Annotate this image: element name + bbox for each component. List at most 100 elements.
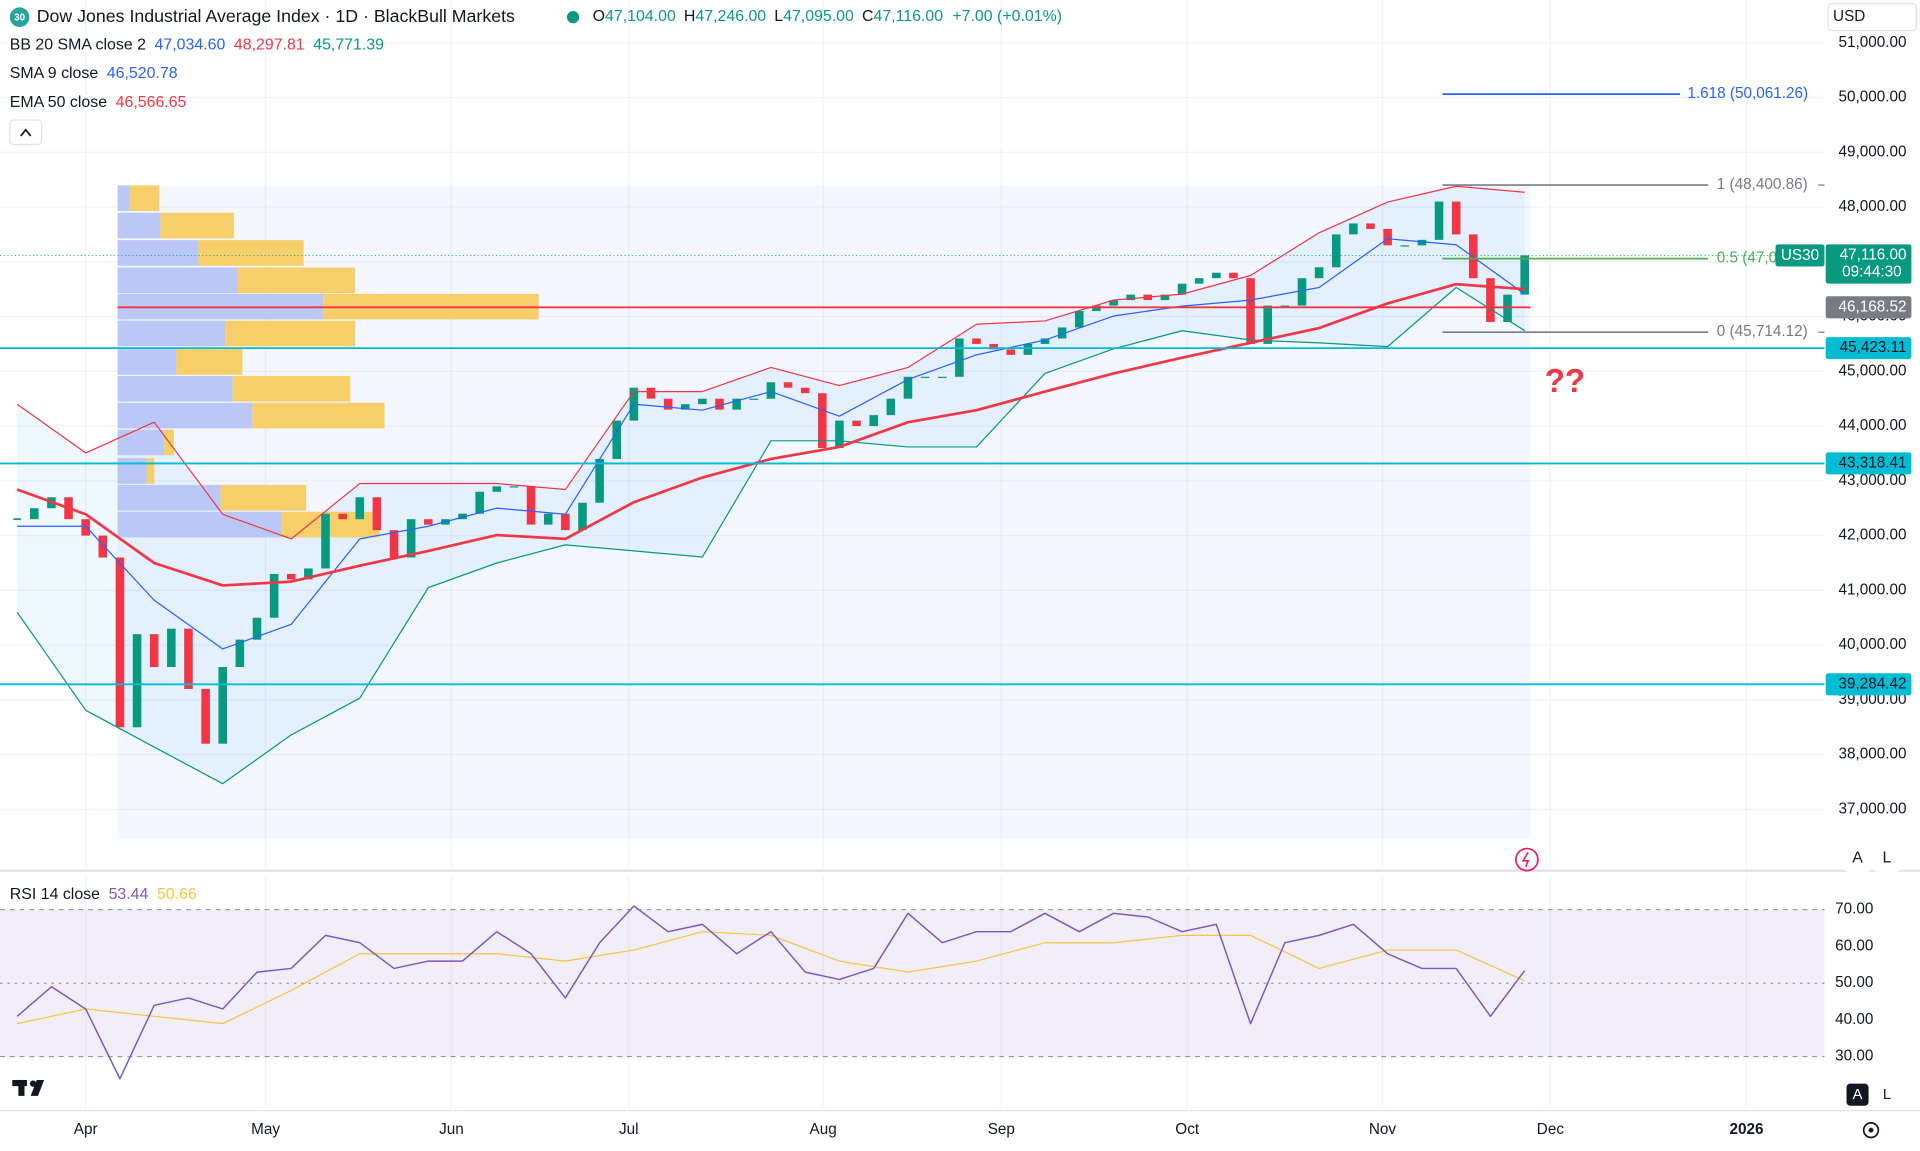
rsi-ma-value: 50.66 <box>157 886 197 903</box>
auto-scale-button[interactable] <box>1844 844 1872 872</box>
candle <box>1280 305 1290 307</box>
candle <box>1486 278 1495 323</box>
ohlc-value: 47,246.00 <box>695 8 766 25</box>
candle <box>1126 294 1135 301</box>
profile-down-bar <box>146 458 155 484</box>
level-price-box <box>1825 673 1912 696</box>
y-tick-label: 51,000.00 <box>1838 34 1906 51</box>
candle <box>646 387 656 399</box>
candle <box>1229 272 1238 279</box>
profile-up-bar <box>117 458 147 484</box>
profile-down-bar <box>176 349 243 375</box>
candle <box>458 513 467 520</box>
rsi-tick-label: 70.00 <box>1835 901 1873 918</box>
profile-up-bar <box>117 240 199 266</box>
alert-bolt <box>1521 851 1530 868</box>
profile-down-bar <box>252 402 385 429</box>
x-tick-label: Oct <box>1175 1121 1200 1138</box>
profile-down-bar <box>237 267 356 294</box>
candle <box>1194 278 1204 284</box>
y-tick-label: 44,000.00 <box>1838 417 1906 434</box>
rsi-tick-label: 30.00 <box>1835 1048 1873 1065</box>
candle <box>561 513 570 531</box>
annotation: ?? <box>1545 363 1585 400</box>
candle <box>852 420 861 427</box>
fib-label: 0.5 (47,05 <box>1717 250 1786 267</box>
candle <box>663 398 673 410</box>
x-tick-label: Dec <box>1537 1121 1565 1138</box>
rsi-value: 53.44 <box>109 886 149 903</box>
profile-down-bar <box>129 185 160 211</box>
log-scale-button[interactable] <box>1873 844 1901 872</box>
indicator-line <box>17 238 1526 650</box>
status-dot <box>566 11 580 24</box>
ohlc-value: 47,104.00 <box>605 8 676 25</box>
indicator-name: BB 20 SMA close 2 <box>10 37 146 54</box>
y-tick-label: 37,000.00 <box>1838 800 1906 817</box>
candle <box>1297 278 1307 306</box>
chart-title: Dow Jones Industrial Average Index · 1D … <box>37 6 515 26</box>
candle <box>1057 327 1067 339</box>
candle <box>132 634 142 728</box>
fib-label: 0 (45,714.12) <box>1717 323 1808 340</box>
candle <box>1109 300 1118 306</box>
indicator-line <box>16 185 1525 540</box>
rsi-auto-button[interactable] <box>1846 1083 1869 1106</box>
rsi-legend: RSI 14 close 53.44 50.66 <box>10 886 197 903</box>
y-tick-label: 49,000.00 <box>1838 143 1906 160</box>
currency-button[interactable] <box>1827 3 1917 32</box>
x-tick-label: Apr <box>74 1121 98 1138</box>
alert-icon[interactable] <box>1515 847 1539 872</box>
candle <box>218 667 228 744</box>
indicator-legend: BB 20 SMA close 2 47,034.60 48,297.81 45,77… <box>10 37 384 112</box>
candle <box>732 398 741 410</box>
collapse-icon <box>20 128 32 137</box>
candle <box>286 573 296 580</box>
candle <box>372 497 382 531</box>
plot-area: 1.618 (50,061.26) 1 (48,400.86) 0.5 (47,05… <box>0 85 1825 1080</box>
candle <box>595 458 604 503</box>
candle <box>1520 255 1529 295</box>
x-tick-label: Jul <box>619 1121 639 1138</box>
candle <box>1263 305 1273 344</box>
x-tick-label: May <box>251 1121 280 1138</box>
candle <box>98 535 108 558</box>
candle <box>1212 272 1221 279</box>
profile-up-bar <box>117 212 161 239</box>
candle <box>766 382 776 399</box>
profile-up-bar <box>117 402 253 429</box>
candle <box>800 387 810 394</box>
indicator-value: 45,771.39 <box>313 37 384 54</box>
candle <box>1469 234 1478 279</box>
badge-text: 30 <box>14 12 25 23</box>
candle <box>835 420 844 448</box>
profile-up-bar <box>117 320 226 347</box>
profile-down-bar <box>225 320 356 347</box>
candle <box>1434 201 1444 240</box>
axes: Apr May Jun Jul Aug Sep Oct Nov Dec 2026 37,000.00… <box>10 34 1912 1138</box>
x-tick-label: Nov <box>1369 1121 1397 1138</box>
ohlc-row: O47,104.00 H47,246.00 L47,095.00 C47,116… <box>593 8 1062 25</box>
logo-part <box>29 1080 37 1087</box>
x-tick-label: 2026 <box>1730 1121 1764 1138</box>
candle <box>1366 223 1375 229</box>
profile-down-bar <box>160 212 234 239</box>
candle <box>1383 228 1392 246</box>
settings-icon[interactable] <box>1862 1121 1880 1139</box>
ohlc-key: C <box>862 8 874 25</box>
collapse-button[interactable] <box>9 119 43 146</box>
countdown-label: 09:44:30 <box>1842 264 1902 281</box>
candle <box>167 628 176 668</box>
profile-down-bar <box>281 511 380 538</box>
symbol-label: US30 <box>1781 247 1819 264</box>
candle <box>1177 283 1187 295</box>
candle <box>1006 349 1016 355</box>
x-tick-label: Aug <box>810 1121 837 1138</box>
candle <box>715 398 724 410</box>
poc-price-label: 46,168.52 <box>1838 298 1906 315</box>
candle <box>235 639 245 668</box>
indicator-value: 47,034.60 <box>155 37 226 54</box>
symbol-box <box>1775 244 1825 267</box>
x-tick-label: Sep <box>988 1121 1015 1138</box>
candle <box>612 420 622 459</box>
